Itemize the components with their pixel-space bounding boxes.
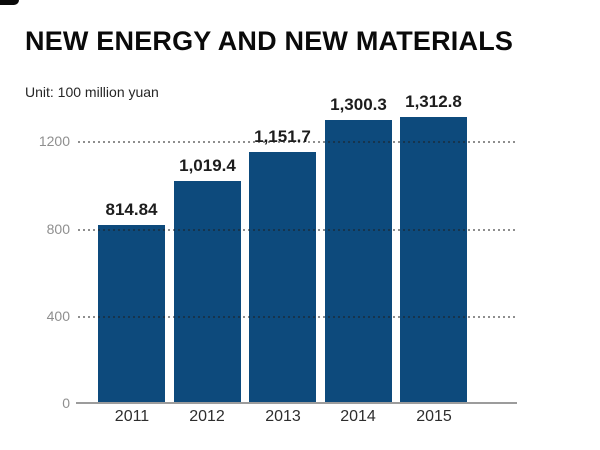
y-tick-label-800: 800 [46, 221, 70, 237]
bar-value-label: 1,312.8 [405, 92, 462, 111]
chart-title: NEW ENERGY AND NEW MATERIALS [25, 26, 514, 56]
bar-2011 [98, 225, 165, 403]
x-tick-label-2013: 2013 [265, 408, 301, 425]
gridline-1200 [78, 141, 515, 143]
x-tick-label-2014: 2014 [340, 408, 376, 425]
bar-2014 [325, 120, 392, 403]
bar-value-label: 1,019.4 [179, 156, 236, 175]
bar-value-label: 1,300.3 [330, 95, 387, 114]
y-tick-label-0: 0 [62, 395, 70, 411]
y-tick-label-400: 400 [46, 308, 70, 324]
bar-value-label: 814.84 [105, 200, 158, 219]
plot-area: 814.84 1,019.4 1,151.7 1,300.3 1,312.8 [76, 92, 517, 404]
bar-value-label: 1,151.7 [254, 127, 311, 146]
x-tick-label-2015: 2015 [416, 408, 452, 425]
x-tick-label-2011: 2011 [114, 408, 150, 425]
x-axis-line [76, 402, 517, 404]
corner-artifact-mark [0, 0, 19, 5]
x-tick-label-2012: 2012 [189, 408, 225, 425]
bar-2012 [174, 181, 241, 403]
bar-2015 [400, 117, 467, 403]
gridline-400 [78, 316, 515, 318]
bar-2013 [249, 152, 316, 403]
gridline-800 [78, 229, 515, 231]
unit-label: Unit: 100 million yuan [25, 84, 159, 100]
y-tick-label-1200: 1200 [38, 133, 70, 149]
